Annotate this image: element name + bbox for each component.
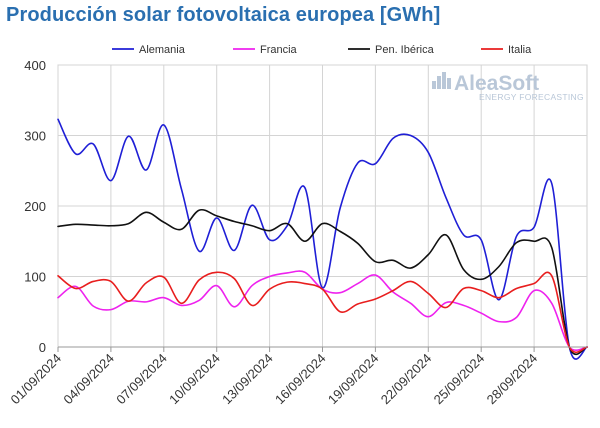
watermark-logo: AleaSoft ENERGY FORECASTING bbox=[432, 72, 584, 102]
series-line-italia bbox=[57, 271, 588, 354]
x-tick-label: 16/09/2024 bbox=[272, 351, 329, 408]
watermark-subtitle: ENERGY FORECASTING bbox=[479, 92, 584, 102]
legend-label-alemania: Alemania bbox=[139, 44, 186, 56]
legend-label-italia: Italia bbox=[508, 44, 532, 56]
y-tick-label: 200 bbox=[24, 199, 46, 214]
aleasoft-logo-icon bbox=[432, 72, 451, 89]
x-tick-label: 22/09/2024 bbox=[378, 351, 435, 408]
y-tick-label: 0 bbox=[39, 340, 46, 355]
x-tick-label: 19/09/2024 bbox=[325, 351, 382, 408]
watermark-title: AleaSoft bbox=[454, 72, 539, 95]
series-line-alemania bbox=[57, 118, 588, 360]
legend-label-pen-iberica: Pen. Ibérica bbox=[375, 44, 435, 56]
chart-title: Producción solar fotovoltaica europea [G… bbox=[6, 4, 441, 26]
legend: Alemania Francia Pen. Ibérica Italia bbox=[112, 44, 532, 56]
axes: 0 100 200 300 400 01/09/202404/09/202407/09/2… bbox=[7, 58, 587, 407]
x-tick-label: 10/09/2024 bbox=[166, 351, 223, 408]
x-tick-label: 01/09/2024 bbox=[7, 351, 64, 408]
y-tick-label: 100 bbox=[24, 270, 46, 285]
gridlines bbox=[57, 64, 588, 348]
x-tick-label: 13/09/2024 bbox=[219, 351, 276, 408]
x-tick-label: 28/09/2024 bbox=[484, 351, 541, 408]
y-tick-label: 300 bbox=[24, 129, 46, 144]
y-tick-label: 400 bbox=[24, 58, 46, 73]
legend-label-francia: Francia bbox=[260, 44, 298, 56]
series-line-pen-iberica bbox=[57, 208, 588, 356]
x-tick-label: 04/09/2024 bbox=[60, 351, 117, 408]
series-lines bbox=[57, 118, 588, 360]
x-tick-label: 25/09/2024 bbox=[431, 351, 488, 408]
x-tick-label: 07/09/2024 bbox=[113, 351, 170, 408]
